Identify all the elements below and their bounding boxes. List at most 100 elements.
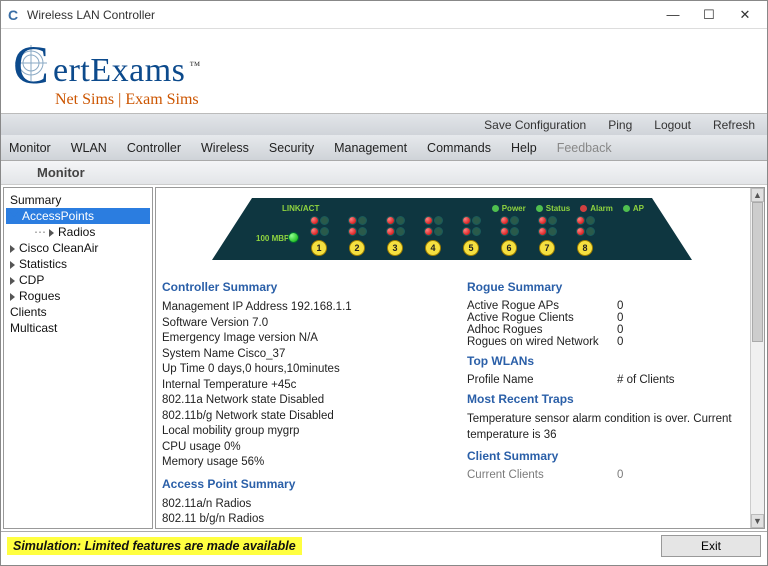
exit-button[interactable]: Exit — [661, 535, 761, 557]
nav-feedback[interactable]: Feedback — [557, 141, 612, 155]
sidebar-item-rogues[interactable]: Rogues — [6, 288, 150, 304]
scrollbar[interactable]: ▲ ▼ — [750, 188, 764, 528]
controller-summary-line: Management IP Address 192.168.1.1 — [162, 300, 437, 316]
maximize-button[interactable]: ☐ — [691, 3, 727, 27]
navbar: Monitor WLAN Controller Wireless Securit… — [1, 135, 767, 161]
nav-wlan[interactable]: WLAN — [71, 141, 107, 155]
client-summary-title: Client Summary — [467, 449, 742, 463]
controller-summary-line: System Name Cisco_37 — [162, 347, 437, 363]
app-icon: C — [5, 7, 21, 23]
scroll-down-icon[interactable]: ▼ — [751, 514, 764, 528]
nav-management[interactable]: Management — [334, 141, 407, 155]
svg-text:C: C — [13, 37, 50, 89]
window-title: Wireless LAN Controller — [27, 8, 655, 22]
main: Summary AccessPoints Radios Cisco CleanA… — [1, 185, 767, 531]
minimize-button[interactable]: — — [655, 3, 691, 27]
chevron-right-icon — [10, 261, 15, 269]
controller-summary-line: Emergency Image version N/A — [162, 331, 437, 347]
port-number-icon: 7 — [539, 240, 555, 256]
sidebar-item-cdp[interactable]: CDP — [6, 272, 150, 288]
switch-graphic: LINK/ACT 100 MBPS Power Status Alarm AP … — [162, 198, 742, 260]
scroll-thumb[interactable] — [752, 202, 763, 342]
sidebar: Summary AccessPoints Radios Cisco CleanA… — [3, 187, 153, 529]
switch-port: 1 — [308, 216, 330, 256]
sidebar-item-radios[interactable]: Radios — [6, 224, 150, 240]
sidebar-item-summary[interactable]: Summary — [6, 192, 150, 208]
logo-area: C ertExams™ Net Sims | Exam Sims — [1, 29, 767, 113]
port-number-icon: 4 — [425, 240, 441, 256]
ap-summary-line: 802.11 b/g/n Radios — [162, 512, 437, 528]
controller-summary-line: Internal Temperature +45c — [162, 378, 437, 394]
sidebar-item-clients[interactable]: Clients — [6, 304, 150, 320]
switch-port: 6 — [498, 216, 520, 256]
rogue-row: Adhoc Rogues0 — [467, 324, 742, 336]
rogue-row: Active Rogue APs0 — [467, 300, 742, 312]
close-button[interactable]: ✕ — [727, 3, 763, 27]
nav-controller[interactable]: Controller — [127, 141, 181, 155]
rogue-row: Rogues on wired Network0 — [467, 336, 742, 348]
linkact-label: LINK/ACT — [282, 204, 319, 213]
ap-summary-line: 802.11a/n Radios — [162, 497, 437, 513]
top-wlans-title: Top WLANs — [467, 354, 742, 368]
sidebar-item-statistics[interactable]: Statistics — [6, 256, 150, 272]
nav-commands[interactable]: Commands — [427, 141, 491, 155]
port-number-icon: 8 — [577, 240, 593, 256]
ap-summary-title: Access Point Summary — [162, 477, 437, 491]
sidebar-item-multicast[interactable]: Multicast — [6, 320, 150, 336]
chevron-right-icon — [10, 293, 15, 301]
logo-sub: Net Sims | Exam Sims — [55, 91, 201, 109]
port-number-icon: 6 — [501, 240, 517, 256]
port-number-icon: 3 — [387, 240, 403, 256]
scroll-up-icon[interactable]: ▲ — [751, 188, 764, 202]
switch-port: 8 — [574, 216, 596, 256]
controller-summary-line: CPU usage 0% — [162, 440, 437, 456]
trademark: ™ — [189, 60, 200, 72]
controller-summary-line: 802.11b/g Network state Disabled — [162, 409, 437, 425]
status-leds: Power Status Alarm AP — [492, 204, 644, 213]
rogue-summary-title: Rogue Summary — [467, 280, 742, 294]
sidebar-item-cleanair[interactable]: Cisco CleanAir — [6, 240, 150, 256]
main-led-icon — [288, 232, 299, 246]
logout-link[interactable]: Logout — [654, 118, 691, 132]
wlans-clients-header: # of Clients — [617, 374, 675, 386]
nav-help[interactable]: Help — [511, 141, 537, 155]
titlebar: C Wireless LAN Controller — ☐ ✕ — [1, 1, 767, 29]
content-pane: LINK/ACT 100 MBPS Power Status Alarm AP … — [155, 187, 765, 529]
power-led-icon — [492, 205, 499, 212]
toolbar-top: Save Configuration Ping Logout Refresh — [1, 113, 767, 135]
controller-summary-col: Controller Summary Management IP Address… — [162, 274, 437, 528]
switch-port: 4 — [422, 216, 444, 256]
rogue-row: Active Rogue Clients0 — [467, 312, 742, 324]
client-summary-val: 0 — [617, 469, 647, 481]
switch-port: 2 — [346, 216, 368, 256]
sidebar-item-accesspoints[interactable]: AccessPoints — [6, 208, 150, 224]
switch-port: 5 — [460, 216, 482, 256]
controller-summary-title: Controller Summary — [162, 280, 437, 294]
controller-summary-line: 802.11a Network state Disabled — [162, 393, 437, 409]
controller-summary-line: Memory usage 56% — [162, 455, 437, 471]
section-title: Monitor — [1, 161, 767, 185]
chevron-right-icon — [10, 245, 15, 253]
nav-wireless[interactable]: Wireless — [201, 141, 249, 155]
refresh-link[interactable]: Refresh — [713, 118, 755, 132]
chevron-right-icon — [49, 229, 54, 237]
ping-link[interactable]: Ping — [608, 118, 632, 132]
nav-monitor[interactable]: Monitor — [9, 141, 51, 155]
chevron-down-icon — [10, 212, 18, 221]
bottom-bar: Simulation: Limited features are made av… — [1, 531, 767, 559]
right-col: Rogue Summary Active Rogue APs0Active Ro… — [467, 274, 742, 528]
simulation-banner: Simulation: Limited features are made av… — [7, 537, 302, 555]
switch-port: 3 — [384, 216, 406, 256]
client-summary-key: Current Clients — [467, 469, 617, 481]
controller-summary-line: Software Version 7.0 — [162, 316, 437, 332]
controller-summary-line: Up Time 0 days,0 hours,10minutes — [162, 362, 437, 378]
save-configuration-link[interactable]: Save Configuration — [484, 118, 586, 132]
port-number-icon: 2 — [349, 240, 365, 256]
controller-summary-line: Local mobility group mygrp — [162, 424, 437, 440]
port-number-icon: 1 — [311, 240, 327, 256]
traps-text: Temperature sensor alarm condition is ov… — [467, 412, 742, 443]
nav-security[interactable]: Security — [269, 141, 314, 155]
logo-main: C ertExams™ — [11, 37, 201, 89]
port-number-icon: 5 — [463, 240, 479, 256]
chevron-right-icon — [10, 277, 15, 285]
